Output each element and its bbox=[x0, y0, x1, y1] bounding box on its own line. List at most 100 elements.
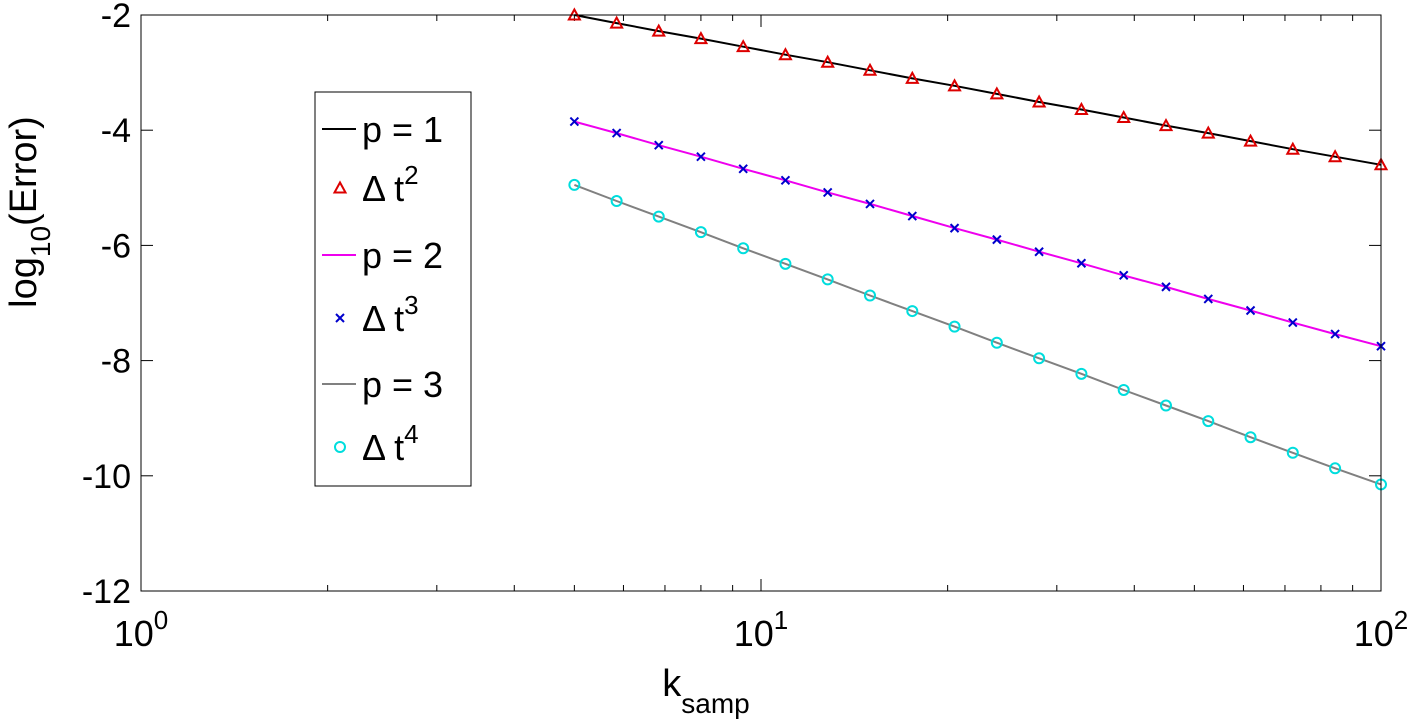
series-3-point-13 bbox=[1119, 270, 1129, 281]
x-tick-label-base-2: 10 bbox=[1354, 613, 1394, 654]
series-5-point-10 bbox=[990, 336, 1003, 349]
series-1-point-15 bbox=[1201, 125, 1216, 139]
series-5-point-2 bbox=[652, 210, 665, 223]
series-3-point-16 bbox=[1245, 305, 1256, 316]
series-3-point-1 bbox=[611, 128, 622, 138]
legend-label-4: p = 3 bbox=[362, 364, 443, 405]
series-1-point-5 bbox=[778, 47, 793, 61]
series-5-point-3 bbox=[694, 226, 707, 239]
series-5-point-6 bbox=[821, 273, 834, 286]
legend-label-sup-3: 3 bbox=[404, 290, 418, 320]
series-1-point-18 bbox=[1327, 149, 1343, 163]
series-3-point-10 bbox=[992, 234, 1002, 245]
legend-swatch-1 bbox=[332, 180, 348, 194]
series-3-point-5 bbox=[780, 175, 791, 186]
series-1-point-2 bbox=[651, 23, 666, 37]
series-5-point-4 bbox=[737, 242, 750, 255]
legend-label-name-0: p = 1 bbox=[362, 109, 443, 150]
legend-label-name-3: Δ t bbox=[362, 298, 404, 339]
series-1-point-9 bbox=[947, 78, 962, 92]
series-3-point-0 bbox=[569, 116, 580, 127]
legend-label-2: p = 2 bbox=[362, 235, 443, 276]
series-line-4 bbox=[574, 183, 1382, 486]
x-tick-label-exp-2: 2 bbox=[1394, 605, 1408, 635]
series-3-point-8 bbox=[907, 211, 918, 221]
axis-ticks bbox=[140, 14, 1382, 592]
y-tick-label-4: -10 bbox=[82, 458, 131, 496]
series-5-point-9 bbox=[948, 320, 961, 333]
x-tick-label-base-0: 10 bbox=[114, 613, 154, 654]
series-5-point-7 bbox=[863, 289, 876, 302]
series-3-point-12 bbox=[1076, 258, 1087, 268]
series-1-point-16 bbox=[1243, 133, 1258, 147]
series-3-point-4 bbox=[738, 164, 748, 174]
series-5-point-15 bbox=[1202, 415, 1215, 428]
series-1-point-3 bbox=[693, 31, 709, 45]
y-axis-label-rest: (Error) bbox=[3, 116, 45, 226]
legend-swatch-3 bbox=[335, 313, 345, 323]
x-tick-label-exp-1: 1 bbox=[774, 605, 788, 635]
legend-label-sup-5: 4 bbox=[404, 419, 418, 449]
series-3-point-7 bbox=[865, 199, 875, 209]
x-tick-label-base-1: 10 bbox=[734, 613, 774, 654]
series-5-point-16 bbox=[1244, 431, 1257, 444]
series-5-point-12 bbox=[1075, 367, 1088, 380]
y-tick-label-0: -2 bbox=[101, 0, 131, 35]
series-5-point-11 bbox=[1033, 352, 1046, 365]
series-3-point-18 bbox=[1330, 329, 1340, 339]
y-axis-label-sub: 10 bbox=[25, 226, 56, 257]
y-tick-label-2: -6 bbox=[101, 227, 131, 265]
series-3-point-9 bbox=[949, 223, 960, 233]
series-5-point-17 bbox=[1286, 446, 1299, 459]
series-1-point-8 bbox=[905, 70, 920, 84]
y-tick-label-1: -4 bbox=[101, 112, 131, 150]
x-tick-label-0: 100 bbox=[114, 605, 169, 654]
series-1-point-4 bbox=[735, 39, 751, 53]
series-3-point-2 bbox=[654, 140, 664, 150]
series-1-point-17 bbox=[1285, 141, 1300, 155]
series-3-point-11 bbox=[1034, 247, 1044, 257]
series-5-point-1 bbox=[610, 195, 623, 208]
x-tick-label-exp-0: 0 bbox=[154, 605, 168, 635]
legend-box bbox=[314, 91, 472, 487]
x-axis-label-main: k bbox=[662, 663, 682, 705]
legend-label-name-2: p = 2 bbox=[362, 235, 443, 276]
legend-label-0: p = 1 bbox=[362, 109, 443, 150]
series-5-point-13 bbox=[1117, 383, 1130, 396]
series-line-0 bbox=[574, 14, 1382, 166]
legend-label-name-4: p = 3 bbox=[362, 364, 443, 405]
series-5-point-14 bbox=[1159, 399, 1172, 412]
legend-swatch-5 bbox=[334, 441, 346, 453]
series-3-point-15 bbox=[1203, 294, 1213, 304]
plot-frame bbox=[140, 14, 1382, 592]
series-1-point-6 bbox=[820, 54, 835, 68]
y-axis-label: log10(Error) bbox=[3, 116, 56, 308]
series-5-point-0 bbox=[568, 178, 581, 191]
x-axis-label-sub: samp bbox=[681, 688, 749, 719]
series-3-point-14 bbox=[1161, 282, 1171, 292]
series-1-point-7 bbox=[862, 62, 878, 76]
y-axis-label-main: log bbox=[3, 257, 45, 308]
legend-label-5: Δ t4 bbox=[362, 419, 419, 468]
series-line-2 bbox=[574, 120, 1382, 348]
x-axis-label: ksamp bbox=[662, 663, 749, 719]
series-5-point-18 bbox=[1329, 462, 1342, 475]
series-5-point-5 bbox=[779, 257, 792, 270]
series-1-point-1 bbox=[609, 15, 624, 29]
legend-label-1: Δ t2 bbox=[362, 160, 419, 209]
legend-label-3: Δ t3 bbox=[362, 290, 419, 339]
x-tick-label-1: 101 bbox=[734, 605, 789, 654]
series-layer bbox=[567, 7, 1389, 491]
series-3-point-6 bbox=[822, 187, 833, 198]
y-tick-label-5: -12 bbox=[82, 573, 131, 611]
series-1-point-10 bbox=[989, 86, 1005, 100]
series-1-point-13 bbox=[1116, 109, 1131, 124]
series-5-point-8 bbox=[906, 305, 919, 318]
x-tick-label-2: 102 bbox=[1354, 605, 1409, 654]
legend-label-name-1: Δ t bbox=[362, 168, 404, 209]
series-3-point-3 bbox=[696, 151, 706, 162]
legend-label-name-5: Δ t bbox=[362, 427, 404, 468]
series-1-point-12 bbox=[1074, 101, 1089, 115]
